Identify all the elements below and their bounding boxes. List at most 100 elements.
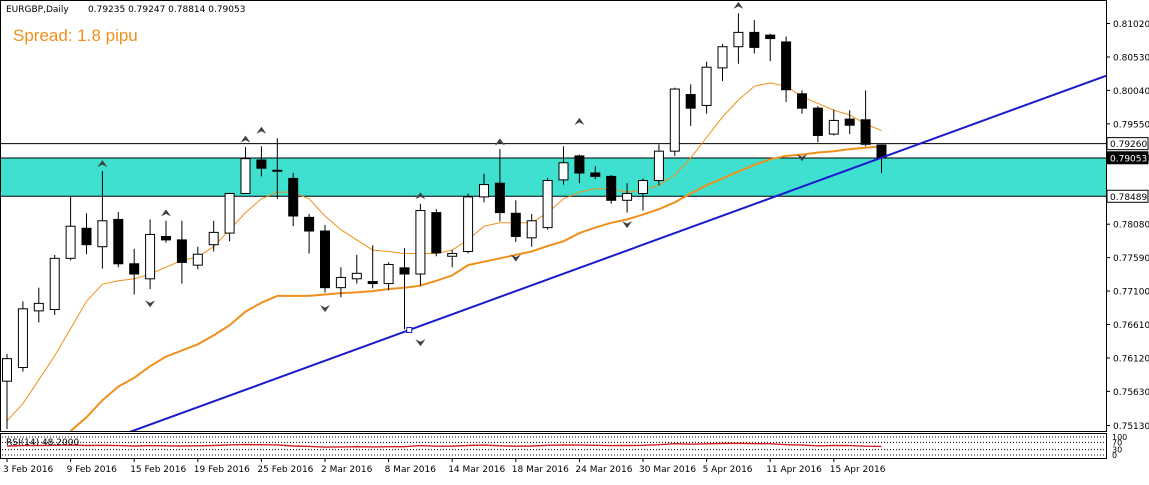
candle-body-bearish (399, 267, 410, 275)
candle[interactable] (844, 110, 855, 135)
candle[interactable] (510, 200, 521, 242)
candle[interactable] (304, 213, 315, 254)
rsi-pane-frame (0, 433, 1107, 459)
candle[interactable] (653, 144, 664, 186)
price-level-label: 0.79260 (1110, 140, 1147, 150)
y-tick-label: 0.80530 (1113, 53, 1149, 63)
candle[interactable] (288, 173, 299, 227)
candle[interactable] (558, 146, 569, 185)
candle[interactable] (33, 287, 44, 323)
support-resistance-zone (1, 157, 1106, 197)
fractal-up-icon (97, 160, 108, 168)
candle-body-bullish (717, 46, 728, 69)
candle[interactable] (383, 262, 394, 291)
x-tick-label: 3 Feb 2016 (3, 465, 54, 475)
candle[interactable] (701, 61, 712, 114)
fractal-up-icon (415, 192, 426, 200)
candle[interactable] (335, 267, 346, 298)
candle[interactable] (431, 209, 442, 257)
candle[interactable] (494, 149, 505, 222)
candle[interactable] (129, 248, 140, 295)
candle[interactable] (320, 224, 330, 293)
candle[interactable] (463, 193, 474, 254)
candle[interactable] (399, 248, 410, 330)
candle-body-bearish (812, 107, 823, 136)
candle[interactable] (145, 219, 156, 290)
candle[interactable] (812, 106, 823, 143)
candle[interactable] (367, 245, 378, 289)
candle[interactable] (765, 33, 776, 62)
candle[interactable] (622, 183, 633, 213)
candle-body-bullish (558, 162, 569, 181)
rsi-level-label: 70 (1112, 438, 1122, 447)
candle[interactable] (638, 178, 648, 211)
candle-body-bullish (828, 119, 839, 135)
candle[interactable] (447, 250, 458, 268)
x-tick-label: 11 Apr 2016 (766, 465, 822, 475)
candle-body-bullish (542, 180, 553, 229)
candle-body-bullish (733, 31, 744, 48)
candle[interactable] (797, 90, 807, 114)
candle-body-bearish (367, 281, 378, 285)
fractal-up-icon (494, 138, 505, 146)
candle[interactable] (97, 170, 108, 269)
fractal-down-icon (415, 339, 426, 347)
candle[interactable] (590, 166, 601, 180)
candle[interactable] (176, 220, 187, 284)
candle[interactable] (606, 175, 617, 204)
candle[interactable] (192, 246, 203, 270)
candle-body-bearish (590, 172, 601, 177)
candle[interactable] (49, 254, 60, 315)
candle[interactable] (240, 147, 251, 194)
candle[interactable] (574, 154, 585, 184)
candle[interactable] (781, 36, 792, 103)
trendline-anchor[interactable] (406, 326, 413, 333)
candle[interactable] (860, 90, 871, 147)
candle[interactable] (272, 138, 283, 199)
candle[interactable] (526, 213, 537, 247)
candle-body-bearish (797, 93, 807, 109)
x-tick-label: 19 Feb 2016 (194, 465, 250, 475)
fractal-down-icon (797, 154, 807, 162)
candle[interactable] (415, 203, 426, 286)
candle[interactable] (161, 220, 171, 243)
candle-body-bullish (192, 253, 203, 266)
candle[interactable] (2, 353, 12, 429)
candle-body-bullish (701, 66, 712, 106)
candle[interactable] (749, 20, 760, 54)
candle-body-bullish (97, 220, 108, 248)
candle[interactable] (208, 220, 219, 252)
candle[interactable] (81, 213, 92, 255)
candle-body-bearish (81, 227, 92, 246)
candle[interactable] (717, 44, 728, 81)
candle-body-bearish (129, 263, 140, 275)
x-tick-label: 2 Mar 2016 (321, 465, 373, 475)
candle-body-bearish (574, 155, 585, 174)
candle[interactable] (828, 109, 839, 136)
candle-body-bullish (335, 276, 346, 289)
candle-body-bullish (638, 180, 648, 194)
candle-body-bearish (844, 118, 855, 126)
rsi-label: RSI(14) 48.2000 (6, 438, 79, 448)
candle[interactable] (351, 254, 362, 284)
candle[interactable] (733, 13, 744, 64)
candle[interactable] (685, 84, 696, 126)
candle-body-bullish (479, 184, 489, 198)
slow-moving-average-line (69, 145, 882, 431)
candle[interactable] (224, 192, 235, 242)
y-tick-label: 0.78080 (1113, 221, 1149, 231)
candle[interactable] (17, 301, 28, 372)
candle-body-bearish (320, 230, 330, 289)
candle[interactable] (65, 196, 76, 261)
candle[interactable] (256, 146, 267, 177)
trendline[interactable] (1, 74, 1106, 479)
rsi-level-label: 30 (1112, 446, 1122, 455)
candle[interactable] (669, 87, 680, 156)
candle[interactable] (479, 173, 489, 203)
candle[interactable] (113, 211, 124, 268)
price-level-tag (1106, 137, 1149, 151)
candle[interactable] (542, 177, 553, 230)
candle-body-bearish (431, 212, 442, 254)
